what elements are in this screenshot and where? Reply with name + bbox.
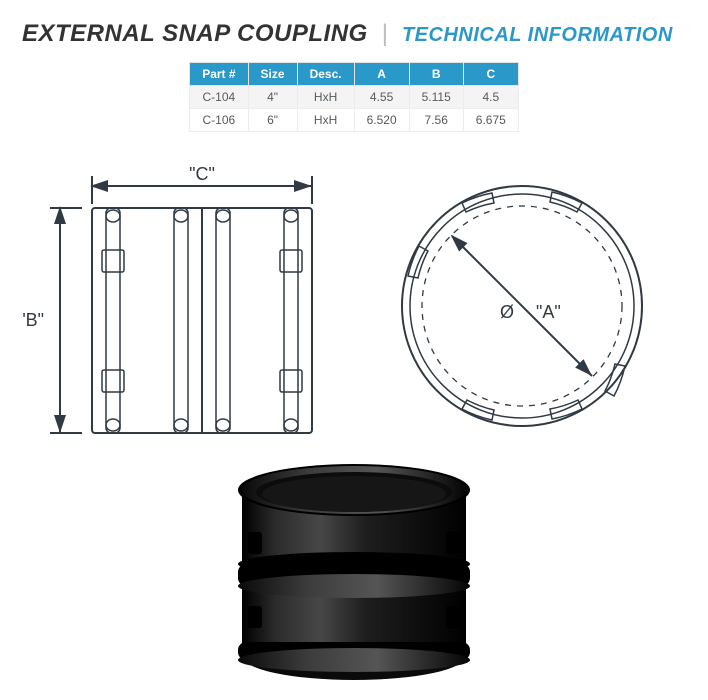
spec-table-head: Part # Size Desc. A B C — [190, 63, 519, 86]
cell: 7.56 — [409, 109, 463, 132]
col-desc: Desc. — [297, 63, 354, 86]
table-row: C-104 4" HxH 4.55 5.115 4.5 — [190, 86, 519, 109]
col-c: C — [463, 63, 518, 86]
diagram-area: "C" — [22, 156, 686, 456]
spec-table: Part # Size Desc. A B C C-104 4" HxH 4.5… — [189, 62, 519, 132]
cell: C-106 — [190, 109, 248, 132]
cell: 4.55 — [354, 86, 409, 109]
product-svg — [232, 446, 476, 682]
table-row: C-106 6" HxH 6.520 7.56 6.675 — [190, 109, 519, 132]
spec-table-body: C-104 4" HxH 4.55 5.115 4.5 C-106 6" HxH… — [190, 86, 519, 132]
cell: 6.675 — [463, 109, 518, 132]
col-size: Size — [248, 63, 297, 86]
cell: HxH — [297, 86, 354, 109]
tech-sheet-page: EXTERNAL SNAP COUPLING | TECHNICAL INFOR… — [0, 0, 708, 700]
header-row: EXTERNAL SNAP COUPLING | TECHNICAL INFOR… — [22, 20, 686, 48]
cell: 6.520 — [354, 109, 409, 132]
dim-c-label: "C" — [189, 164, 215, 184]
cell: HxH — [297, 109, 354, 132]
title-sub: TECHNICAL INFORMATION — [402, 24, 673, 47]
col-part: Part # — [190, 63, 248, 86]
dim-b-label: "B" — [22, 310, 44, 330]
title-separator: | — [382, 20, 388, 48]
cell: 4.5 — [463, 86, 518, 109]
cell: 5.115 — [409, 86, 463, 109]
diagram-svg: "C" — [22, 156, 686, 456]
cell: 6" — [248, 109, 297, 132]
title-main: EXTERNAL SNAP COUPLING — [22, 20, 368, 48]
product-render — [232, 446, 476, 682]
col-b: B — [409, 63, 463, 86]
side-view: "C" — [22, 164, 312, 433]
cell: C-104 — [190, 86, 248, 109]
dim-a-label: "A" — [536, 302, 561, 322]
diameter-symbol: Ø — [500, 302, 514, 322]
col-a: A — [354, 63, 409, 86]
cell: 4" — [248, 86, 297, 109]
end-view: Ø "A" — [402, 186, 642, 426]
